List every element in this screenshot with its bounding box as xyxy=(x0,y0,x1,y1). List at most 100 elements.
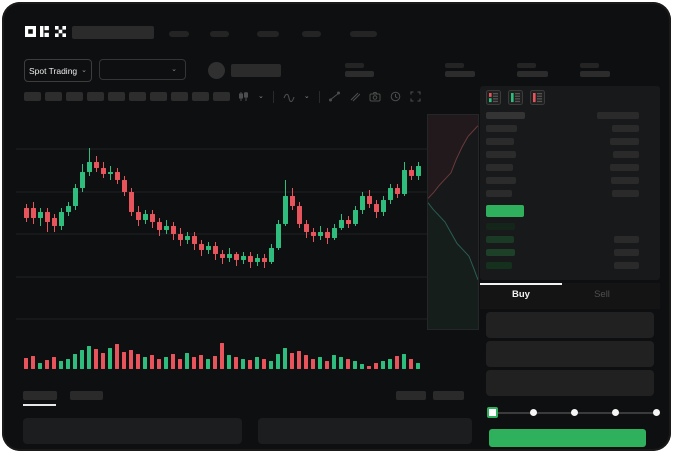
amount-placeholder xyxy=(597,112,639,119)
nav-item[interactable] xyxy=(169,31,189,37)
candle xyxy=(206,246,211,250)
timeframe-buttons xyxy=(24,92,230,101)
book-bids-view-icon[interactable] xyxy=(508,90,523,105)
candle xyxy=(381,200,386,212)
orderbook-header[interactable] xyxy=(486,112,654,120)
amount-placeholder xyxy=(612,190,639,197)
candle xyxy=(122,180,127,192)
draw-tool-icon[interactable] xyxy=(349,91,360,102)
total-field-placeholder[interactable] xyxy=(486,370,654,396)
orderbook-view-toggles xyxy=(486,90,545,105)
stat-group xyxy=(445,63,475,77)
bottom-tab-right[interactable] xyxy=(433,391,464,400)
okx-logo[interactable] xyxy=(25,26,67,38)
slider-stop[interactable] xyxy=(571,409,578,416)
candle xyxy=(227,254,232,258)
price-placeholder xyxy=(486,164,513,171)
slider-stop[interactable] xyxy=(612,409,619,416)
price-placeholder xyxy=(486,223,515,230)
active-tab-indicator xyxy=(480,283,562,285)
bid-row[interactable] xyxy=(486,223,654,231)
ask-row[interactable] xyxy=(486,177,654,185)
tab-sell[interactable]: Sell xyxy=(594,289,610,300)
fullscreen-icon[interactable] xyxy=(410,91,421,102)
bottom-tab[interactable] xyxy=(70,391,103,400)
candle xyxy=(318,232,323,236)
candle xyxy=(409,170,414,176)
bottom-tab-right[interactable] xyxy=(396,391,426,400)
candle xyxy=(73,188,78,206)
price-placeholder xyxy=(486,249,515,256)
candle xyxy=(94,162,99,168)
stat-label-placeholder xyxy=(345,63,364,68)
slider-handle[interactable] xyxy=(487,407,498,418)
stat-group xyxy=(345,63,374,77)
tab-buy[interactable]: Buy xyxy=(512,289,530,300)
nav-title-placeholder xyxy=(72,26,154,39)
candle xyxy=(150,214,155,222)
amount-field-placeholder[interactable] xyxy=(486,341,654,367)
candle xyxy=(255,258,260,262)
bid-row[interactable] xyxy=(486,249,654,257)
price-placeholder xyxy=(486,262,512,269)
candle xyxy=(80,172,85,188)
timeframe-button[interactable] xyxy=(192,92,209,101)
chevron-down-icon[interactable]: ⌄ xyxy=(303,93,310,100)
depth-profile-panel xyxy=(427,114,479,330)
slider-stop[interactable] xyxy=(653,409,660,416)
candles-icon[interactable] xyxy=(238,91,249,102)
slider-stop[interactable] xyxy=(530,409,537,416)
history-panel-placeholder xyxy=(258,418,472,444)
timeframe-button[interactable] xyxy=(213,92,230,101)
camera-icon[interactable] xyxy=(369,91,381,102)
timeframe-button[interactable] xyxy=(129,92,146,101)
stat-value-placeholder xyxy=(345,71,374,77)
candle xyxy=(283,196,288,224)
candle xyxy=(290,196,295,206)
line-tool-icon[interactable] xyxy=(328,91,340,102)
timeframe-button[interactable] xyxy=(171,92,188,101)
bottom-tab[interactable] xyxy=(23,391,57,400)
stat-label-placeholder xyxy=(445,63,464,68)
stat-value-placeholder xyxy=(580,71,610,77)
ask-row[interactable] xyxy=(486,190,654,198)
candle xyxy=(164,226,169,230)
bid-row[interactable] xyxy=(486,262,654,270)
ask-row[interactable] xyxy=(486,125,654,133)
candle xyxy=(31,208,36,218)
pair-select-dropdown[interactable]: ⌄ xyxy=(99,59,186,80)
price-field-placeholder[interactable] xyxy=(486,312,654,338)
candle xyxy=(416,166,421,176)
pair-icon-avatar[interactable] xyxy=(208,62,225,79)
chart-tool-icons: ⌄ ⌄ xyxy=(238,90,421,103)
price-placeholder xyxy=(486,151,516,158)
ask-row[interactable] xyxy=(486,138,654,146)
candle xyxy=(108,172,113,174)
buy-submit-button[interactable] xyxy=(489,429,646,447)
book-split-view-icon[interactable] xyxy=(486,90,501,105)
timeframe-button[interactable] xyxy=(45,92,62,101)
nav-item[interactable] xyxy=(210,31,229,37)
nav-item[interactable] xyxy=(350,31,377,37)
timeframe-button[interactable] xyxy=(108,92,125,101)
book-asks-view-icon[interactable] xyxy=(530,90,545,105)
stat-label-placeholder xyxy=(580,63,599,68)
timeframe-button[interactable] xyxy=(150,92,167,101)
timeframe-button[interactable] xyxy=(66,92,83,101)
candle xyxy=(353,210,358,224)
bid-row[interactable] xyxy=(486,236,654,244)
ask-row[interactable] xyxy=(486,164,654,172)
candle xyxy=(115,172,120,180)
amount-placeholder xyxy=(610,164,639,171)
timeframe-button[interactable] xyxy=(87,92,104,101)
amount-placeholder xyxy=(614,249,639,256)
market-selector-button[interactable]: Spot Trading ⌄ xyxy=(24,59,92,82)
nav-item[interactable] xyxy=(302,31,321,37)
clock-icon[interactable] xyxy=(390,91,401,102)
ask-row[interactable] xyxy=(486,151,654,159)
nav-item[interactable] xyxy=(257,31,279,37)
indicator-icon[interactable] xyxy=(283,91,295,102)
candle xyxy=(199,244,204,250)
chevron-down-icon[interactable]: ⌄ xyxy=(258,93,264,100)
timeframe-button[interactable] xyxy=(24,92,41,101)
